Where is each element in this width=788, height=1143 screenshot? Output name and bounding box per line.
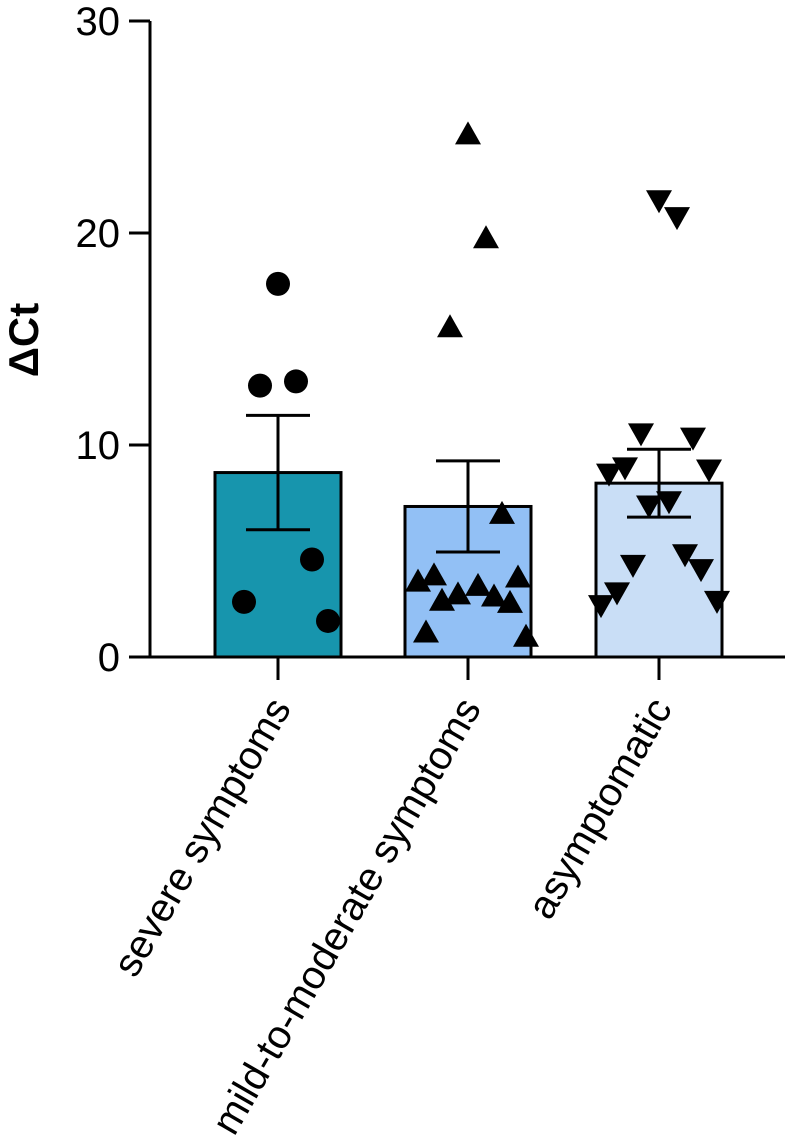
x-tick-label: asymptomatic	[519, 691, 680, 927]
data-point	[596, 463, 622, 487]
data-point	[300, 547, 324, 572]
data-point	[465, 572, 491, 596]
data-point	[646, 190, 672, 214]
data-point	[672, 544, 698, 568]
data-point	[680, 427, 706, 451]
data-point	[481, 583, 507, 607]
data-point	[505, 564, 531, 588]
error-bars-layer	[246, 413, 691, 554]
data-point	[688, 559, 714, 583]
data-point	[284, 369, 308, 394]
y-tick-label: 20	[76, 212, 121, 256]
data-point	[266, 271, 290, 296]
data-point	[232, 589, 256, 614]
data-point	[455, 121, 481, 145]
data-point	[604, 582, 630, 606]
data-point	[696, 459, 722, 483]
data-point	[445, 581, 471, 605]
data-point	[628, 423, 654, 447]
data-point	[656, 491, 682, 515]
data-point	[421, 562, 447, 586]
data-point	[620, 554, 646, 578]
data-point	[413, 619, 439, 643]
data-point	[636, 495, 662, 519]
data-point	[437, 314, 463, 338]
data-point	[497, 589, 523, 613]
data-point	[429, 587, 455, 611]
data-point	[704, 590, 730, 614]
y-tick-label: 10	[76, 424, 121, 468]
data-point	[513, 623, 539, 647]
data-point	[489, 500, 515, 524]
data-point	[405, 568, 431, 592]
data-point	[248, 373, 272, 398]
data-point	[473, 225, 499, 249]
data-point	[316, 608, 340, 633]
data-point	[612, 457, 638, 481]
y-tick-label: 30	[76, 0, 121, 44]
x-tick-label: severe symptoms	[105, 691, 300, 984]
data-points-layer	[232, 121, 730, 647]
y-axis-title: ΔCt	[0, 303, 47, 378]
data-point	[664, 207, 690, 231]
data-point	[588, 595, 614, 619]
y-tick-label: 0	[98, 636, 120, 680]
